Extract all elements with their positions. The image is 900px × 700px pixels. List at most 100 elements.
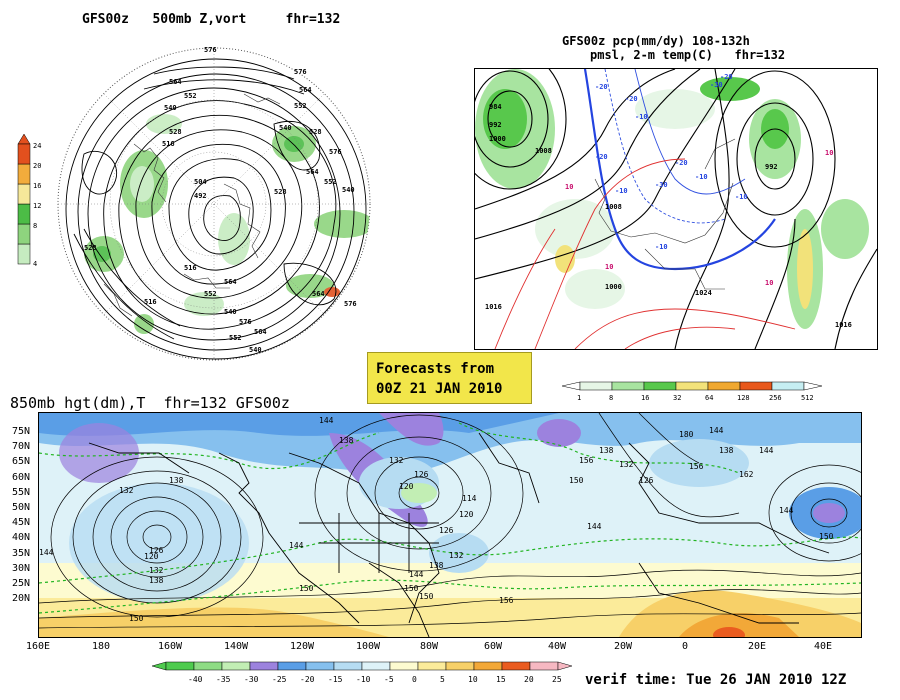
temp-label: -20: [675, 159, 688, 167]
colorbar-level-label: 20: [524, 675, 534, 684]
isobar-label: 1008: [535, 147, 552, 155]
vorticity-colorbar: 4 8 12 16 20 24: [17, 134, 41, 268]
temperature-colorbar: -40 -35 -30 -25 -20 -15 -10 -5 0 5 10 15 20 25: [151, 661, 573, 684]
isobar-label: 992: [489, 121, 502, 129]
longitude-label: 100W: [356, 641, 381, 652]
panel-500mb-title: GFS00z 500mb Z,vort fhr=132: [82, 12, 341, 27]
height-label: 138: [149, 576, 164, 585]
height-label: 126: [414, 470, 429, 479]
latitude-label: 20N: [12, 593, 31, 605]
height-label: 126: [149, 546, 164, 555]
height-label: 138: [599, 446, 614, 455]
height-label: 150: [404, 584, 419, 593]
forecast-stamp-line2: 00Z 21 JAN 2010: [376, 381, 503, 397]
colorbar-level-label: 25: [552, 675, 562, 684]
contour-label: 528: [309, 128, 322, 136]
colorbar-level-label: 5: [440, 675, 445, 684]
contour-label: 564: [312, 290, 325, 298]
temperature-shading: [39, 413, 861, 637]
colorbar-level-label: -5: [384, 675, 394, 684]
colorbar-swatch: [17, 163, 31, 185]
isobar-label: 1000: [605, 283, 622, 291]
colorbar-swatch: [707, 381, 741, 391]
forecast-stamp-line1: Forecasts from: [376, 361, 495, 377]
contour-label: 540: [279, 124, 292, 132]
contour-label: 564: [169, 78, 182, 86]
panel-pcp-title-line1: GFS00z pcp(mm/dy) 108-132h: [562, 34, 750, 48]
height-label: 114: [462, 494, 477, 503]
latitude-label: 45N: [12, 517, 31, 529]
contour-label: 516: [162, 140, 175, 148]
longitude-label: 20W: [614, 641, 633, 652]
height-label: 138: [719, 446, 734, 455]
contour-label: 576: [344, 300, 357, 308]
colorbar-level-label: 64: [705, 394, 713, 402]
colorbar-swatch: [249, 661, 279, 671]
colorbar-level-label: -25: [272, 675, 287, 684]
colorbar-swatch: [305, 661, 335, 671]
height-label: 120: [459, 510, 474, 519]
longitude-label: 40W: [548, 641, 567, 652]
temp-label: 10: [765, 279, 773, 287]
temp-label: -10: [735, 193, 748, 201]
temp-label: 10: [605, 263, 613, 271]
forecast-stamp: Forecasts from 00Z 21 JAN 2010: [367, 352, 532, 404]
height-label: 156: [689, 462, 704, 471]
colorbar-level-label: 1: [577, 394, 581, 402]
colorbar-level-label: -10: [356, 675, 371, 684]
colorbar-swatch: [17, 143, 31, 165]
colorbar-swatch: [361, 661, 391, 671]
temp-label: -10: [695, 173, 708, 181]
latitude-label: 35N: [12, 547, 31, 559]
colorbar-swatch: [771, 381, 805, 391]
contour-label: 528: [169, 128, 182, 136]
colorbar-level-label: 128: [737, 394, 750, 402]
contour-label: 528: [84, 244, 97, 252]
colorbar-arrow: [17, 134, 31, 145]
height-label: 126: [639, 476, 654, 485]
colorbar-level-label: -15: [328, 675, 343, 684]
isobar-label: 1016: [835, 321, 852, 329]
temp-label: 10: [825, 149, 833, 157]
contour-label: 552: [184, 92, 197, 100]
temp-label: -30: [655, 181, 668, 189]
colorbar-swatch: [333, 661, 363, 671]
height-contours: [65, 58, 367, 360]
colorbar-level-label: 0: [412, 675, 417, 684]
longitude-label: 20E: [748, 641, 767, 652]
contour-label: 576: [239, 318, 252, 326]
colorbar-swatch: [17, 183, 31, 205]
longitude-label: 60W: [484, 641, 503, 652]
contour-label: 552: [294, 102, 307, 110]
colorbar-swatch: [473, 661, 503, 671]
isobar-label: 1016: [485, 303, 502, 311]
colorbar-swatch: [417, 661, 447, 671]
height-label: 150: [299, 584, 314, 593]
height-label: 132: [119, 486, 134, 495]
height-label: 156: [499, 596, 514, 605]
contour-label: 528: [274, 188, 287, 196]
latitude-label: 65N: [12, 456, 31, 468]
precip-shading: [475, 69, 869, 329]
height-label: 150: [419, 592, 434, 601]
coastlines: [103, 93, 281, 317]
colorbar-level-label: 15: [496, 675, 506, 684]
panel-850mb-title: 850mb hgt(dm),T fhr=132 GFS00z: [10, 394, 290, 412]
contour-label: 576: [294, 68, 307, 76]
longitude-label: 80W: [420, 641, 439, 652]
contour-label: 552: [324, 178, 337, 186]
contour-label: 576: [204, 46, 217, 54]
colorbar-swatch: [277, 661, 307, 671]
colorbar-swatch: [579, 381, 613, 391]
temp-label: 10: [565, 183, 573, 191]
height-label: 138: [169, 476, 184, 485]
height-label: 156: [579, 456, 594, 465]
latitude-label: 25N: [12, 578, 31, 589]
temp-label: -20: [720, 73, 733, 81]
temp-contours: [494, 69, 796, 349]
coastlines: [594, 138, 736, 290]
isobar-label: 1008: [605, 203, 622, 211]
height-label: 138: [339, 436, 354, 445]
